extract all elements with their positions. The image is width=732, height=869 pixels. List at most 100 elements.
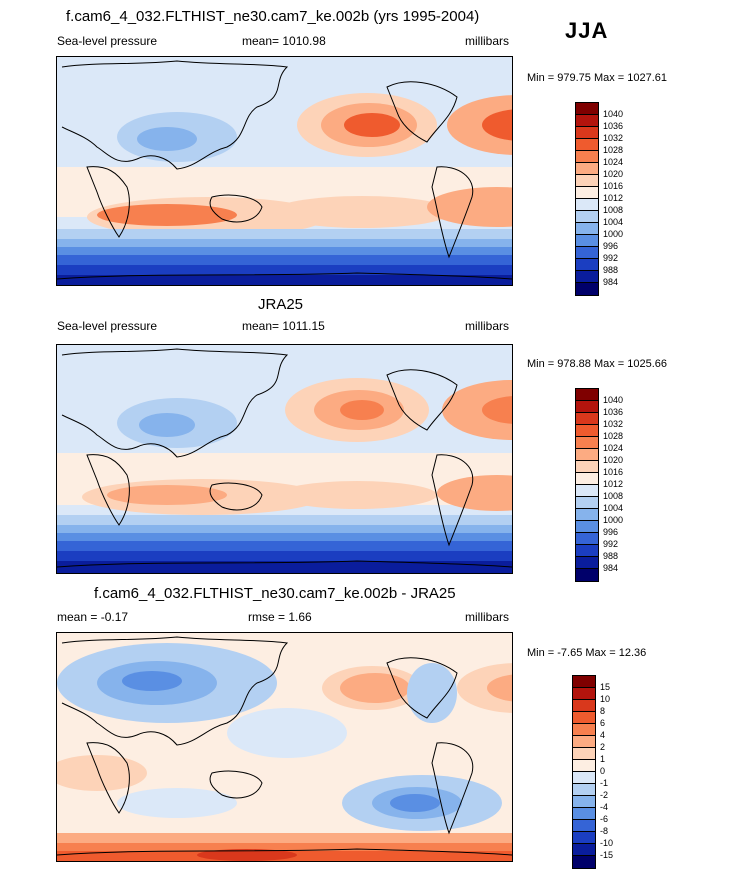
colorbar-swatch bbox=[576, 389, 598, 401]
season-label: JJA bbox=[565, 18, 609, 43]
panel3-rmse-label: rmse = 1.66 bbox=[248, 610, 312, 624]
colorbar-tick-label: -6 bbox=[600, 814, 609, 824]
colorbar-tick-label: 984 bbox=[603, 277, 619, 287]
colorbar-swatch bbox=[573, 832, 595, 844]
colorbar-swatch bbox=[576, 473, 598, 485]
colorbar-tick-label: 1024 bbox=[603, 157, 624, 167]
colorbar-swatch bbox=[576, 103, 598, 115]
panel3-map bbox=[56, 632, 513, 862]
colorbar-swatch bbox=[576, 521, 598, 533]
colorbar-swatch bbox=[576, 401, 598, 413]
colorbar-swatch bbox=[576, 533, 598, 545]
colorbar-swatch bbox=[573, 748, 595, 760]
colorbar-swatch bbox=[573, 820, 595, 832]
colorbar-swatch bbox=[576, 569, 598, 581]
colorbar-tick-label: 0 bbox=[600, 766, 606, 776]
colorbar-tick-label: 1004 bbox=[603, 503, 624, 513]
colorbar-tick-label: 1016 bbox=[603, 181, 624, 191]
colorbar-swatch bbox=[576, 115, 598, 127]
colorbar-tick-label: -2 bbox=[600, 790, 609, 800]
colorbar-tick-label: 1024 bbox=[603, 443, 624, 453]
colorbar-swatch bbox=[576, 223, 598, 235]
colorbar-swatch bbox=[576, 187, 598, 199]
colorbar-swatch bbox=[573, 856, 595, 868]
colorbar-swatch bbox=[576, 271, 598, 283]
colorbar-swatch bbox=[573, 688, 595, 700]
panel2-colorbar bbox=[575, 388, 599, 582]
colorbar-tick-label: 992 bbox=[603, 253, 619, 263]
colorbar-tick-label: -8 bbox=[600, 826, 609, 836]
colorbar-tick-label: 1036 bbox=[603, 121, 624, 131]
colorbar-tick-label: -1 bbox=[600, 778, 609, 788]
panel3-map-svg bbox=[57, 633, 512, 861]
panel1-variable-label: Sea-level pressure bbox=[57, 34, 158, 48]
colorbar-swatch bbox=[576, 211, 598, 223]
colorbar-tick-label: 1028 bbox=[603, 431, 624, 441]
colorbar-swatch bbox=[573, 808, 595, 820]
colorbar-tick-label: 992 bbox=[603, 539, 619, 549]
colorbar-swatch bbox=[576, 485, 598, 497]
colorbar-tick-label: -10 bbox=[600, 838, 614, 848]
colorbar-tick-label: 988 bbox=[603, 551, 619, 561]
colorbar-swatch bbox=[573, 724, 595, 736]
colorbar-tick-label: 4 bbox=[600, 730, 606, 740]
colorbar-tick-label: 1012 bbox=[603, 479, 624, 489]
colorbar-swatch bbox=[576, 509, 598, 521]
colorbar-tick-label: 1016 bbox=[603, 467, 624, 477]
colorbar-swatch bbox=[576, 437, 598, 449]
colorbar-swatch bbox=[576, 283, 598, 295]
colorbar-tick-label: 996 bbox=[603, 241, 619, 251]
panel3-units-label: millibars bbox=[465, 610, 510, 624]
panel2-minmax: Min = 978.88 Max = 1025.66 bbox=[527, 358, 668, 370]
colorbar-swatch bbox=[573, 784, 595, 796]
colorbar-tick-label: 1 bbox=[600, 754, 606, 764]
panel2-title: JRA25 bbox=[258, 296, 304, 313]
colorbar-tick-label: 996 bbox=[603, 527, 619, 537]
colorbar-tick-label: 8 bbox=[600, 706, 606, 716]
panel2-mean-label: mean= 1011.15 bbox=[242, 319, 325, 333]
colorbar-swatch bbox=[576, 199, 598, 211]
colorbar-tick-label: 1020 bbox=[603, 169, 624, 179]
colorbar-tick-label: 1012 bbox=[603, 193, 624, 203]
colorbar-swatch bbox=[576, 259, 598, 271]
colorbar-swatch bbox=[576, 247, 598, 259]
colorbar-tick-label: 1000 bbox=[603, 229, 624, 239]
colorbar-tick-label: 988 bbox=[603, 265, 619, 275]
panel2-variable-label: Sea-level pressure bbox=[57, 319, 158, 333]
panel2-map bbox=[56, 344, 513, 574]
colorbar-tick-label: 1036 bbox=[603, 407, 624, 417]
colorbar-swatch bbox=[573, 760, 595, 772]
colorbar-tick-label: -4 bbox=[600, 802, 609, 812]
colorbar-tick-label: 1040 bbox=[603, 109, 624, 119]
colorbar-swatch bbox=[576, 449, 598, 461]
colorbar-tick-label: 1020 bbox=[603, 455, 624, 465]
colorbar-tick-label: 1032 bbox=[603, 419, 624, 429]
colorbar-tick-label: 1008 bbox=[603, 491, 624, 501]
colorbar-tick-label: 6 bbox=[600, 718, 606, 728]
colorbar-swatch bbox=[576, 461, 598, 473]
colorbar-swatch bbox=[573, 700, 595, 712]
colorbar-swatch bbox=[576, 139, 598, 151]
colorbar-swatch bbox=[573, 772, 595, 784]
panel1-map-svg bbox=[57, 57, 512, 285]
colorbar-tick-label: 1004 bbox=[603, 217, 624, 227]
panel1-minmax: Min = 979.75 Max = 1027.61 bbox=[527, 72, 668, 84]
panel1-colorbar bbox=[575, 102, 599, 296]
panel3-minmax: Min = -7.65 Max = 12.36 bbox=[527, 647, 647, 659]
panel1-units-label: millibars bbox=[465, 34, 510, 48]
colorbar-swatch bbox=[576, 151, 598, 163]
panel1-title: f.cam6_4_032.FLTHIST_ne30.cam7_ke.002b (… bbox=[66, 8, 480, 25]
colorbar-tick-label: 1032 bbox=[603, 133, 624, 143]
panel1-map bbox=[56, 56, 513, 286]
colorbar-swatch bbox=[576, 497, 598, 509]
colorbar-tick-label: 2 bbox=[600, 742, 606, 752]
colorbar-tick-label: 10 bbox=[600, 694, 611, 704]
colorbar-swatch bbox=[576, 163, 598, 175]
colorbar-swatch bbox=[573, 712, 595, 724]
panel2-map-svg bbox=[57, 345, 512, 573]
panel3-mean-label: mean = -0.17 bbox=[57, 610, 129, 624]
panel3-colorbar bbox=[572, 675, 596, 869]
colorbar-swatch bbox=[573, 676, 595, 688]
colorbar-tick-label: 984 bbox=[603, 563, 619, 573]
colorbar-tick-label: 1028 bbox=[603, 145, 624, 155]
